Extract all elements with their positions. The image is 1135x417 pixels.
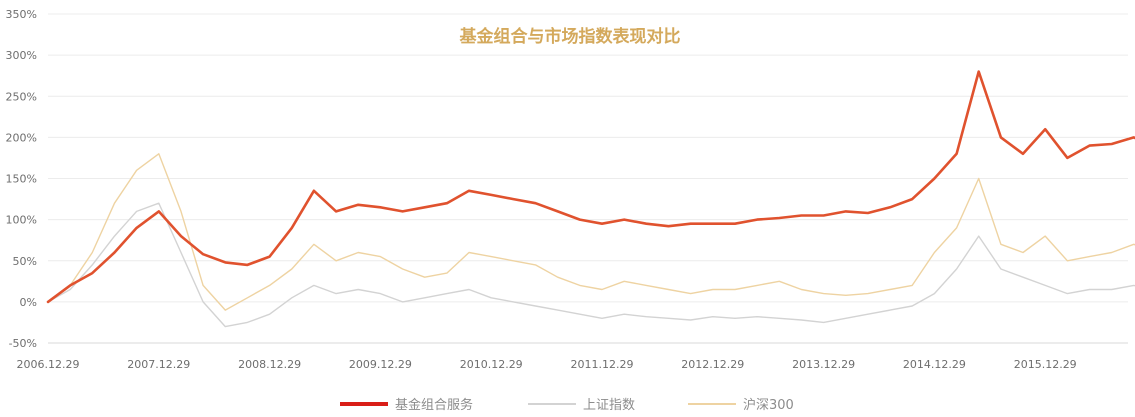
series-line-1	[47, 202, 1135, 328]
series-layer	[46, 70, 1135, 328]
x-tick-label: 2006.12.29	[17, 358, 80, 371]
y-tick-label: 350%	[6, 8, 37, 21]
x-tick-label: 2011.12.29	[571, 358, 634, 371]
legend-item-2[interactable]: 沪深300	[688, 397, 794, 413]
legend-item-1[interactable]: 上证指数	[528, 398, 635, 413]
y-tick-label: 100%	[6, 214, 37, 227]
x-tick-label: 2007.12.29	[127, 358, 190, 371]
series-line-0	[46, 70, 1135, 304]
y-axis-ticks: -50% 0% 50% 100% 150% 200% 250% 300% 350%	[6, 8, 37, 350]
x-tick-label: 2008.12.29	[238, 358, 301, 371]
legend[interactable]: 基金组合服务 上证指数 沪深300	[340, 397, 794, 413]
x-tick-label: 2009.12.29	[349, 358, 412, 371]
chart-title: 基金组合与市场指数表现对比	[459, 26, 681, 47]
legend-label: 基金组合服务	[395, 397, 473, 413]
y-tick-label: -50%	[9, 337, 37, 350]
grid-layer	[48, 13, 1128, 344]
y-tick-label: 50%	[13, 255, 37, 268]
x-tick-label: 2012.12.29	[681, 358, 744, 371]
y-tick-label: 300%	[6, 49, 37, 62]
legend-item-0[interactable]: 基金组合服务	[340, 397, 473, 413]
x-tick-label: 2014.12.29	[903, 358, 966, 371]
x-tick-label: 2013.12.29	[792, 358, 855, 371]
series-line-2	[47, 153, 1135, 311]
y-tick-label: 250%	[6, 90, 37, 103]
y-tick-label: 0%	[20, 296, 37, 309]
x-tick-label: 2010.12.29	[460, 358, 523, 371]
x-tick-label: 2015.12.29	[1014, 358, 1077, 371]
y-tick-label: 150%	[6, 173, 37, 186]
y-tick-label: 200%	[6, 131, 37, 144]
x-axis-ticks: 2006.12.29 2007.12.29 2008.12.29 2009.12.29…	[17, 358, 1077, 371]
legend-label: 上证指数	[583, 398, 635, 413]
legend-label: 沪深300	[743, 397, 794, 413]
